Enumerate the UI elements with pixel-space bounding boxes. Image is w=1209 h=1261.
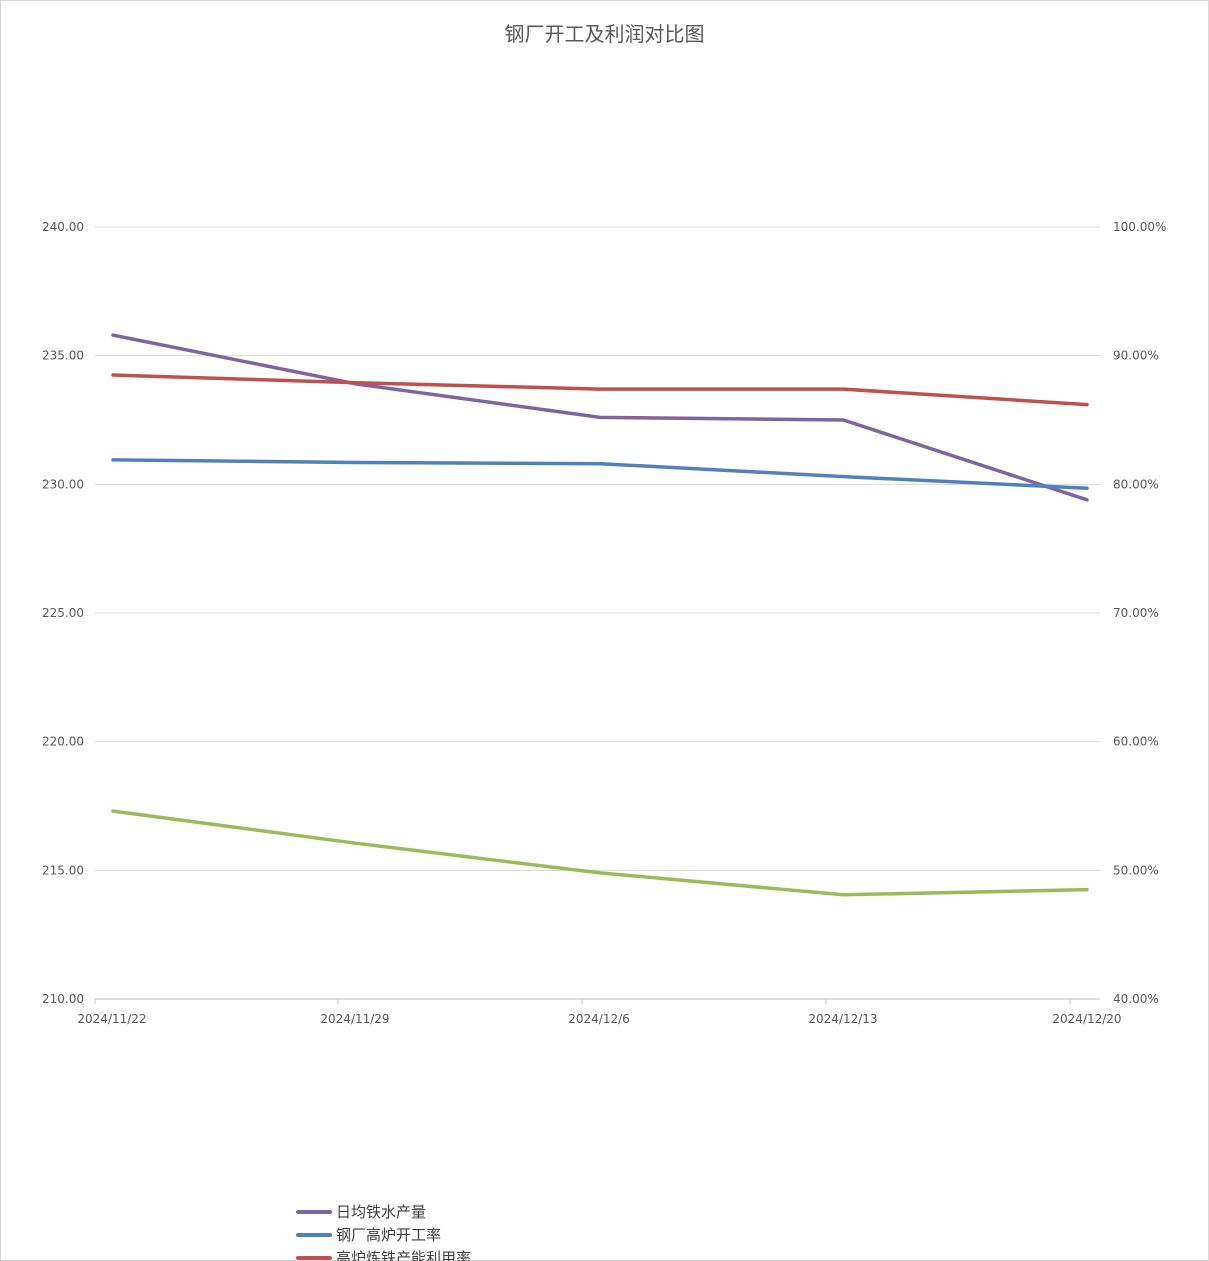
y-left-tick-label: 210.00 [42, 992, 84, 1006]
y-left-tick-label: 235.00 [42, 349, 84, 363]
x-tick-label: 2024/12/13 [808, 1012, 877, 1026]
series-line-3 [111, 373, 1089, 407]
legend-swatch [296, 1232, 332, 1237]
legend-swatch [296, 1209, 332, 1214]
legend-swatch [296, 1255, 332, 1260]
legend-item: 高炉炼铁产能利用率 [296, 1246, 471, 1261]
legend-item: 钢厂高炉开工率 [296, 1223, 471, 1246]
y-right-tick-label: 50.00% [1113, 863, 1159, 877]
x-tick-label: 2024/12/20 [1052, 1012, 1121, 1026]
legend-label: 钢厂高炉开工率 [336, 1226, 442, 1244]
series-line-4 [111, 809, 1089, 897]
chart-title: 钢厂开工及利润对比图 [504, 22, 705, 46]
y-left-tick-label: 240.00 [42, 220, 84, 234]
y-left-tick-label: 225.00 [42, 606, 84, 620]
legend-label: 日均铁水产量 [336, 1203, 427, 1221]
y-right-tick-label: 100.00% [1113, 220, 1166, 234]
y-right-tick-label: 60.00% [1113, 735, 1159, 749]
y-right-tick-label: 90.00% [1113, 349, 1159, 363]
y-left-tick-label: 220.00 [42, 735, 84, 749]
y-left-tick-label: 230.00 [42, 477, 84, 491]
y-right-tick-label: 40.00% [1113, 992, 1159, 1006]
legend: 日均铁水产量 钢厂高炉开工率高炉炼铁产能利用率 [296, 1200, 471, 1261]
y-left-tick-label: 215.00 [42, 863, 84, 877]
x-tick-label: 2024/12/6 [568, 1012, 630, 1026]
y-right-tick-label: 70.00% [1113, 606, 1159, 620]
series-line-2 [111, 458, 1089, 490]
x-tick-label: 2024/11/22 [77, 1012, 146, 1026]
x-tick-label: 2024/11/29 [320, 1012, 389, 1026]
series-line-1 [111, 333, 1089, 502]
legend-label: 高炉炼铁产能利用率 [336, 1249, 472, 1261]
y-right-tick-label: 80.00% [1113, 477, 1159, 491]
legend-item: 日均铁水产量 [296, 1200, 471, 1223]
